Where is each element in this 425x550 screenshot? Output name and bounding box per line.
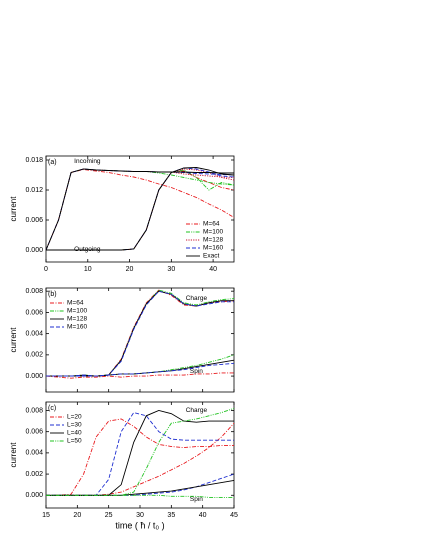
plot-frame bbox=[45, 155, 235, 263]
annotation: Charge bbox=[186, 295, 208, 302]
y-tick-label: 0.000 bbox=[25, 373, 43, 380]
panel-label: (c) bbox=[48, 405, 56, 412]
y-tick-label: 0.008 bbox=[25, 407, 43, 414]
annotation: Incoming bbox=[74, 158, 101, 165]
y-axis-label: current bbox=[9, 196, 18, 222]
series-line bbox=[45, 372, 234, 379]
series-line bbox=[46, 494, 234, 498]
legend-label: M=64 bbox=[203, 221, 220, 228]
legend-label: Exact bbox=[203, 253, 219, 260]
y-tick-label: 0.006 bbox=[25, 429, 43, 436]
legend-label: M=160 bbox=[203, 245, 223, 252]
x-tick-label: 40 bbox=[209, 266, 217, 273]
y-tick-label: 0.012 bbox=[25, 187, 43, 194]
x-tick-label: 40 bbox=[199, 512, 207, 519]
annotation: Spin bbox=[190, 496, 203, 503]
panel-label: (a) bbox=[48, 159, 57, 166]
x-tick-label: 45 bbox=[230, 512, 238, 519]
x-tick-label: 30 bbox=[136, 512, 144, 519]
y-tick-label: 0.008 bbox=[25, 288, 43, 295]
legend-label: M=64 bbox=[67, 300, 84, 307]
y-tick-label: 0.006 bbox=[25, 309, 43, 316]
x-tick-label: 30 bbox=[167, 266, 175, 273]
annotation: Spin bbox=[190, 368, 203, 375]
series-line bbox=[45, 168, 235, 251]
y-tick-label: 0.002 bbox=[25, 471, 43, 478]
legend-label: M=100 bbox=[203, 229, 223, 236]
series-line bbox=[46, 418, 234, 496]
series-line bbox=[46, 479, 235, 496]
y-tick-label: 0.000 bbox=[25, 247, 43, 254]
series-line bbox=[46, 473, 235, 496]
x-tick-label: 20 bbox=[73, 512, 81, 519]
x-tick-label: 0 bbox=[44, 266, 48, 273]
series-line bbox=[46, 362, 235, 377]
x-tick-label: 35 bbox=[167, 512, 175, 519]
x-tick-label: 20 bbox=[126, 266, 134, 273]
panel-label: (b) bbox=[48, 291, 57, 298]
y-axis-label: current bbox=[9, 442, 18, 468]
x-axis-label: time ( ħ / t₀ ) bbox=[115, 520, 164, 530]
y-tick-label: 0.002 bbox=[25, 352, 43, 359]
series-line bbox=[46, 167, 235, 251]
y-tick-label: 0.000 bbox=[25, 492, 43, 499]
y-tick-label: 0.004 bbox=[25, 450, 43, 457]
series-line bbox=[46, 354, 235, 377]
legend-label: M=100 bbox=[67, 308, 87, 315]
x-tick-label: 15 bbox=[42, 512, 50, 519]
legend-label: L=20 bbox=[67, 414, 82, 421]
series-line bbox=[45, 168, 234, 251]
series-line bbox=[46, 422, 235, 496]
y-tick-label: 0.006 bbox=[25, 217, 43, 224]
y-axis-label: current bbox=[9, 327, 18, 353]
x-tick-label: 25 bbox=[105, 512, 113, 519]
annotation: Charge bbox=[186, 407, 208, 414]
x-tick-label: 10 bbox=[84, 266, 92, 273]
y-tick-label: 0.018 bbox=[25, 157, 43, 164]
legend-label: L=40 bbox=[67, 430, 82, 437]
legend-label: L=30 bbox=[67, 422, 82, 429]
legend-label: M=160 bbox=[67, 324, 87, 331]
legend-label: L=50 bbox=[67, 438, 82, 445]
annotation: Outgoing bbox=[74, 246, 101, 253]
legend-label: M=128 bbox=[67, 316, 87, 323]
series-line bbox=[46, 290, 234, 377]
legend-label: M=128 bbox=[203, 237, 223, 244]
y-tick-label: 0.004 bbox=[25, 330, 43, 337]
